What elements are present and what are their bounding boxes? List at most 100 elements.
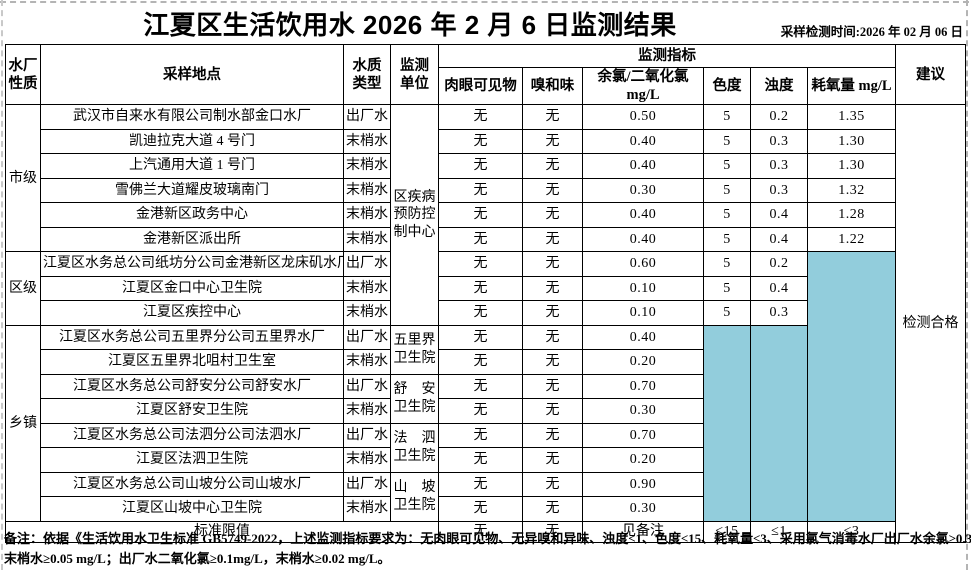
cell-visible: 无 [438, 153, 523, 179]
cell-visible: 无 [438, 471, 523, 498]
table-row: 江夏区水务总公司舒安分公司舒安水厂 出厂水 舒 安卫生院 无 无 0.70 [6, 373, 966, 424]
table-row: 雪佛兰大道耀皮玻璃南门 末梢水 无 无 0.30 5 0.3 1.32 [6, 177, 966, 204]
cell-water-type: 末梢水 [343, 153, 391, 179]
cell-odor: 无 [522, 422, 583, 449]
cell-water-type: 末梢水 [343, 202, 391, 228]
cell-turbidity-highlight-merged [750, 324, 808, 522]
cell-location: 凯迪拉克大道 4 号门 [40, 128, 344, 155]
cell-cod-highlight-merged [807, 251, 896, 522]
cell-water-type: 出厂水 [343, 373, 391, 400]
header-suggestion: 建议 [895, 43, 966, 106]
cell-water-type: 出厂水 [343, 251, 391, 277]
header-turbidity: 浊度 [750, 66, 808, 106]
cell-chlorine: 0.70 [582, 422, 704, 449]
cell-chroma-highlight-merged [703, 324, 751, 522]
cell-visible: 无 [438, 275, 523, 302]
cell-water-type: 末梢水 [343, 496, 391, 522]
cell-turbidity: 0.3 [750, 153, 808, 179]
cell-odor: 无 [522, 128, 583, 155]
cell-turbidity: 0.2 [750, 104, 808, 130]
cell-odor: 无 [522, 496, 583, 522]
cell-odor: 无 [522, 373, 583, 400]
table-row: 江夏区金口中心卫生院 末梢水 无 无 0.10 5 0.4 [6, 275, 966, 302]
header-visible-matter: 肉眼可见物 [438, 66, 523, 106]
cell-location: 江夏区水务总公司纸坊分公司金港新区龙床矶水厂 [40, 251, 344, 277]
cell-suggestion: 检测合格 [895, 104, 966, 543]
footnote-line-2: 末梢水≥0.05 mg/L；出厂水二氧化氯≥0.1mg/L，末梢水≥0.02 m… [4, 550, 391, 566]
cell-water-type: 末梢水 [343, 128, 391, 155]
cell-water-type: 末梢水 [343, 177, 391, 204]
cell-chlorine: 0.40 [582, 128, 704, 155]
cell-limit-chlorine: 见备注 [582, 520, 704, 543]
group-label-district: 区级 [5, 251, 41, 326]
cell-chlorine: 0.30 [582, 398, 704, 424]
cell-visible: 无 [438, 300, 523, 326]
cell-monitor-unit-wulijie: 五里界卫生院 [390, 324, 439, 375]
cell-location: 江夏区水务总公司山坡分公司山坡水厂 [40, 471, 344, 498]
cell-water-type: 出厂水 [343, 104, 391, 130]
header-row-2: 肉眼可见物 嗅和味 余氯/二氧化氯 mg/L 色度 浊度 耗氧量 mg/L [6, 66, 966, 106]
cell-visible: 无 [438, 202, 523, 228]
cell-turbidity: 0.3 [750, 128, 808, 155]
cell-odor: 无 [522, 447, 583, 473]
page-break-guide-top [0, 1, 969, 3]
footnote: 备注：依据《生活饮用水卫生标准 GB5749-2022，上述监测指标要求为：无肉… [4, 529, 971, 568]
monitoring-table: 水厂性质 采样地点 水质类型 监测单位 监测指标 建议 肉眼可见物 嗅和味 余氯… [5, 43, 966, 543]
cell-water-type: 末梢水 [343, 275, 391, 302]
header-indicators: 监测指标 [438, 44, 896, 68]
cell-chlorine: 0.70 [582, 373, 704, 400]
page-break-guide-right [966, 0, 968, 570]
cell-monitor-unit-cdc: 区疾病预防控制中心 [390, 104, 439, 326]
cell-location: 江夏区水务总公司五里界分公司五里界水厂 [40, 324, 344, 351]
cell-limit-label: 标准限值 [5, 520, 439, 543]
cell-cod: 1.30 [807, 128, 896, 155]
cell-water-type: 末梢水 [343, 226, 391, 253]
page-title: 江夏区生活饮用水 2026 年 2 月 6 日监测结果 [143, 10, 677, 40]
cell-monitor-unit-fasi: 法 泗卫生院 [390, 422, 439, 473]
cell-location: 上汽通用大道 1 号门 [40, 153, 344, 179]
cell-chlorine: 0.90 [582, 471, 704, 498]
cell-location: 江夏区舒安卫生院 [40, 398, 344, 424]
cell-visible: 无 [438, 251, 523, 277]
cell-location: 江夏区五里界北咀村卫生室 [40, 349, 344, 375]
header-location: 采样地点 [40, 43, 344, 106]
cell-monitor-unit-shuan: 舒 安卫生院 [390, 373, 439, 424]
cell-location: 金港新区政务中心 [40, 202, 344, 228]
cell-cod: 1.30 [807, 153, 896, 179]
cell-chlorine: 0.10 [582, 275, 704, 302]
cell-visible: 无 [438, 349, 523, 375]
header-odor: 嗅和味 [522, 66, 583, 106]
cell-chroma: 5 [703, 153, 751, 179]
cell-location: 雪佛兰大道耀皮玻璃南门 [40, 177, 344, 204]
cell-location: 江夏区水务总公司法泗分公司法泗水厂 [40, 422, 344, 449]
cell-cod: 1.28 [807, 202, 896, 228]
header-chroma: 色度 [703, 66, 751, 106]
header-row-1: 水厂性质 采样地点 水质类型 监测单位 监测指标 建议 [5, 43, 966, 106]
cell-visible: 无 [438, 447, 523, 473]
group-label-city: 市级 [5, 104, 41, 253]
cell-location: 金港新区派出所 [40, 226, 344, 253]
cell-limit-odor: 无 [522, 520, 583, 543]
cell-location: 江夏区水务总公司舒安分公司舒安水厂 [40, 373, 344, 400]
cell-chroma: 5 [703, 177, 751, 204]
cell-chlorine: 0.40 [582, 202, 704, 228]
cell-chlorine: 0.40 [582, 226, 704, 253]
cell-location: 武汉市自来水有限公司制水部金口水厂 [40, 104, 344, 130]
cell-limit-cod: ≤3 [807, 520, 896, 543]
table-row: 金港新区政务中心 末梢水 无 无 0.40 5 0.4 1.28 [6, 202, 966, 228]
cell-monitor-unit-shanpo: 山 坡卫生院 [390, 471, 439, 522]
cell-limit-chroma: ≤15 [703, 520, 751, 543]
cell-chlorine: 0.10 [582, 300, 704, 326]
cell-odor: 无 [522, 324, 583, 351]
cell-odor: 无 [522, 471, 583, 498]
cell-water-type: 出厂水 [343, 324, 391, 351]
table-row: 金港新区派出所 末梢水 无 无 0.40 5 0.4 1.22 [6, 226, 966, 253]
cell-water-type: 末梢水 [343, 447, 391, 473]
cell-chroma: 5 [703, 202, 751, 228]
cell-turbidity: 0.3 [750, 177, 808, 204]
table-row: 上汽通用大道 1 号门 末梢水 无 无 0.40 5 0.3 1.30 [6, 153, 966, 179]
cell-chlorine: 0.20 [582, 349, 704, 375]
cell-location: 江夏区疾控中心 [40, 300, 344, 326]
cell-location: 江夏区法泗卫生院 [40, 447, 344, 473]
